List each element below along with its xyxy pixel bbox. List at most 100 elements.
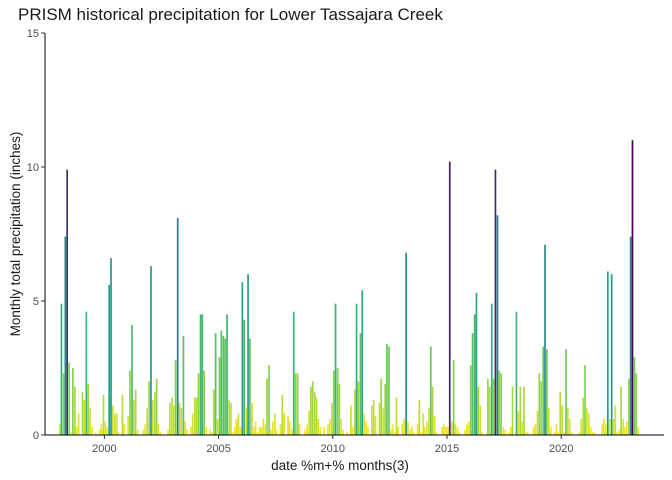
precip-bar — [606, 271, 609, 435]
precip-bar — [346, 432, 348, 435]
precip-bar — [568, 418, 571, 435]
y-tick-label: 10 — [27, 162, 39, 174]
precip-bar — [445, 426, 447, 435]
precip-bar — [443, 424, 445, 435]
precip-bar — [104, 421, 107, 435]
precip-bar — [395, 397, 398, 435]
precip-bar — [313, 392, 316, 435]
precip-bar — [603, 418, 605, 435]
precip-bar — [563, 432, 565, 435]
precip-bar — [243, 319, 246, 435]
precip-bar — [136, 429, 139, 435]
precip-bar — [616, 432, 619, 435]
precip-bar — [410, 426, 413, 435]
precip-bar — [209, 429, 211, 435]
precip-bar — [454, 424, 457, 435]
precip-bar — [397, 426, 400, 435]
precip-bar — [199, 314, 202, 435]
precip-bar — [64, 236, 67, 435]
precip-bar — [412, 432, 415, 435]
precip-bar — [382, 408, 385, 435]
precip-bar — [129, 370, 131, 435]
precip-bar — [154, 392, 156, 435]
x-tick-label: 2000 — [92, 443, 116, 455]
precip-bar — [458, 432, 461, 435]
precip-bar — [75, 426, 78, 435]
precip-bar — [72, 368, 74, 435]
precip-bar — [589, 426, 592, 435]
precip-bar — [279, 424, 282, 435]
precip-bar — [134, 389, 137, 435]
precip-bar — [473, 314, 476, 435]
precip-bar — [608, 418, 611, 435]
precip-bar — [631, 140, 634, 435]
precip-bar — [180, 408, 183, 435]
precip-bar — [612, 418, 615, 435]
precip-bar — [380, 378, 383, 435]
precip-bar — [525, 432, 527, 435]
precip-bar — [570, 432, 573, 435]
precip-bar — [311, 381, 314, 435]
precip-bar — [561, 405, 563, 435]
precip-bar — [87, 384, 90, 435]
precip-bar — [338, 384, 341, 435]
precip-bar — [68, 362, 71, 435]
precip-bar — [193, 397, 196, 435]
precip-bar — [500, 373, 502, 435]
x-ticks-group: 2000 2005 2010 2015 2020 — [92, 435, 573, 455]
precip-bar — [275, 429, 278, 435]
precip-bar — [614, 405, 617, 435]
precip-bar — [365, 421, 367, 435]
precip-bar — [169, 402, 171, 435]
precip-bar — [224, 338, 227, 435]
precip-bar — [287, 416, 289, 435]
precip-bar — [131, 325, 133, 435]
precip-bar — [523, 386, 525, 435]
precip-bar — [618, 429, 621, 435]
precip-bar — [426, 421, 428, 435]
precip-bar — [319, 426, 322, 435]
precip-bar — [262, 418, 265, 435]
precip-bar — [245, 408, 248, 435]
precip-bar — [231, 432, 234, 435]
precip-bar — [237, 413, 240, 435]
precip-bar — [212, 389, 215, 435]
precip-bar — [89, 408, 91, 435]
precip-bar — [629, 236, 632, 435]
precip-bar — [332, 370, 335, 435]
precip-bar — [74, 386, 76, 435]
precip-bar — [146, 408, 148, 435]
precip-bar — [521, 421, 524, 435]
precip-bar — [519, 386, 522, 435]
precip-bar — [298, 424, 301, 435]
x-axis-title: date %m+% months(3) — [271, 458, 409, 473]
precip-bar — [117, 432, 120, 435]
precip-bar — [401, 424, 404, 435]
precip-bar — [254, 421, 257, 435]
precip-bar — [565, 349, 567, 435]
precip-bar — [216, 418, 219, 435]
precip-bar — [315, 397, 318, 435]
precip-bar — [610, 274, 613, 435]
precip-bar — [306, 424, 308, 435]
precip-bar — [201, 314, 204, 435]
precip-bar — [555, 424, 558, 435]
precip-bar — [538, 373, 541, 435]
precip-bar — [386, 343, 388, 435]
precip-bar — [378, 402, 381, 435]
precip-bar — [258, 426, 261, 435]
precip-bar — [292, 311, 295, 435]
precip-bar — [241, 282, 244, 435]
precip-bar — [420, 432, 423, 435]
precip-bar — [475, 292, 478, 435]
precip-bar — [340, 418, 343, 435]
precip-bar — [270, 429, 272, 435]
precip-bar — [91, 426, 93, 435]
precip-bar — [127, 416, 129, 435]
precip-bar — [260, 426, 263, 435]
precip-bar — [106, 426, 108, 435]
precip-bar — [580, 418, 582, 435]
precip-bar — [536, 410, 539, 435]
precip-bar — [384, 384, 386, 435]
precip-bar — [264, 424, 267, 435]
